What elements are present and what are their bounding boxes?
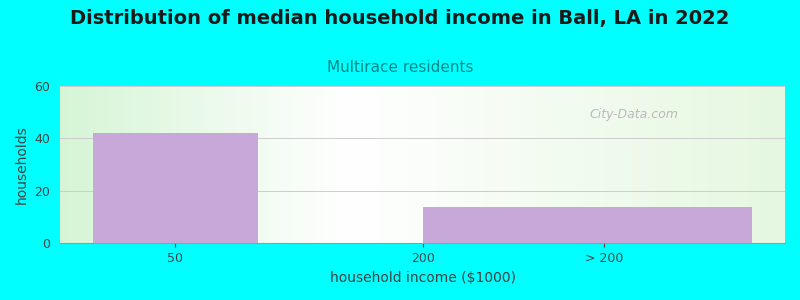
X-axis label: household income ($1000): household income ($1000) <box>330 271 515 285</box>
Bar <box>93 133 258 243</box>
Text: City-Data.com: City-Data.com <box>590 108 678 121</box>
Text: Multirace residents: Multirace residents <box>326 60 474 75</box>
Text: Distribution of median household income in Ball, LA in 2022: Distribution of median household income … <box>70 9 730 28</box>
Bar <box>422 207 752 243</box>
Y-axis label: households: households <box>15 125 29 204</box>
